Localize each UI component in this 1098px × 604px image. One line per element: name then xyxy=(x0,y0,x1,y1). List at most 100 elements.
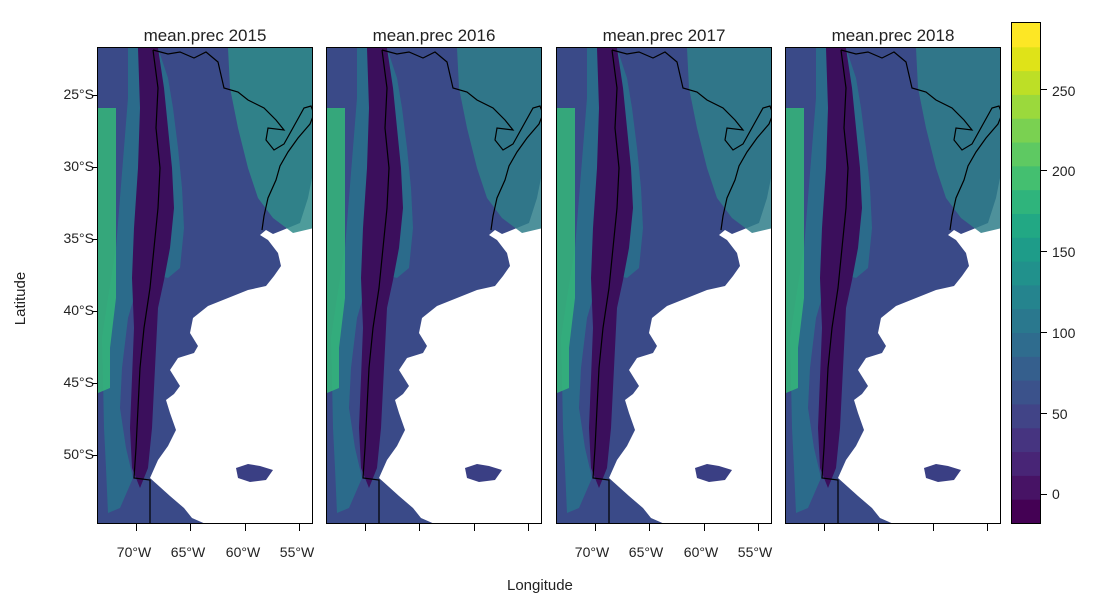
colorbar-band xyxy=(1012,332,1040,357)
colorbar-tick xyxy=(1041,332,1047,333)
colorbar-band xyxy=(1012,380,1040,405)
map-2015 xyxy=(98,48,312,523)
lat-tick-mark xyxy=(92,95,98,96)
lon-tick-65w: 65°W xyxy=(628,544,664,560)
colorbar-band xyxy=(1012,284,1040,310)
falkland-islands xyxy=(236,464,273,482)
map-panel-2018 xyxy=(785,47,1001,524)
lat-tick-40s: 40°S xyxy=(63,302,94,318)
map-2018 xyxy=(786,48,1000,523)
colorbar-band xyxy=(1012,46,1040,72)
lon-tick-mark xyxy=(190,524,191,531)
lat-tick-30s: 30°S xyxy=(63,158,94,174)
colorbar-band xyxy=(1012,189,1040,214)
colorbar-band xyxy=(1012,427,1040,453)
colorbar-band xyxy=(1012,94,1040,119)
colorbar-band xyxy=(1012,118,1040,143)
lat-tick-45s: 45°S xyxy=(63,374,94,390)
chile-coast-wet-region xyxy=(786,108,804,393)
lon-tick-mark xyxy=(595,524,596,531)
northeast-wet-region xyxy=(916,48,1000,233)
colorbar-tick xyxy=(1041,494,1047,495)
northeast-wet-region xyxy=(228,48,312,233)
lon-tick-mark xyxy=(245,524,246,531)
lat-tick-mark xyxy=(92,383,98,384)
colorbar-label-250: 250 xyxy=(1052,83,1076,99)
lon-tick-70w: 70°W xyxy=(574,544,610,560)
country-borders xyxy=(592,49,771,523)
chile-coast-wet-region xyxy=(327,108,345,393)
colorbar-band xyxy=(1012,451,1040,476)
colorbar-tick xyxy=(1041,251,1047,252)
colorbar-band xyxy=(1012,70,1040,95)
panel-title-2018: mean.prec 2018 xyxy=(831,26,955,45)
lon-tick-mark xyxy=(419,524,420,531)
lon-tick-65w: 65°W xyxy=(170,544,206,560)
colorbar-label-150: 150 xyxy=(1052,244,1076,260)
northeast-wet-region xyxy=(457,48,541,233)
panel-title-2015: mean.prec 2015 xyxy=(143,26,267,45)
y-axis-label: Latitude xyxy=(12,271,30,326)
lon-tick-mark xyxy=(474,524,475,531)
chile-coast-wet-region xyxy=(557,108,575,393)
colorbar-band xyxy=(1012,23,1040,48)
colorbar-band xyxy=(1012,213,1040,238)
lon-tick-55w: 55°W xyxy=(737,544,773,560)
northeast-wet-region xyxy=(687,48,771,233)
lat-tick-35s: 35°S xyxy=(63,230,94,246)
colorbar-band xyxy=(1012,475,1040,500)
lon-tick-70w: 70°W xyxy=(116,544,152,560)
country-borders xyxy=(821,49,1000,523)
lat-tick-25s: 25°S xyxy=(63,86,94,102)
colorbar-tick xyxy=(1041,89,1047,90)
colorbar-label-200: 200 xyxy=(1052,163,1076,179)
lon-tick-60w: 60°W xyxy=(225,544,261,560)
colorbar-band xyxy=(1012,261,1040,286)
colorbar-band xyxy=(1012,403,1040,429)
map-panel-2017 xyxy=(556,47,772,524)
lon-tick-mark xyxy=(299,524,300,531)
map-panel-2016 xyxy=(326,47,542,524)
colorbar-band xyxy=(1012,356,1040,381)
colorbar-band xyxy=(1012,308,1040,334)
panel-title-2016: mean.prec 2016 xyxy=(372,26,496,45)
lon-tick-mark xyxy=(365,524,366,531)
colorbar-label-0: 0 xyxy=(1052,486,1060,502)
falkland-islands xyxy=(695,464,732,482)
lat-tick-mark xyxy=(92,311,98,312)
lon-tick-mark xyxy=(528,524,529,531)
x-axis-label: Longitude xyxy=(507,577,573,594)
lon-tick-mark xyxy=(987,524,988,531)
lon-tick-mark xyxy=(649,524,650,531)
chile-coast-wet-region xyxy=(98,108,116,393)
lon-tick-60w: 60°W xyxy=(683,544,719,560)
colorbar-bands xyxy=(1012,23,1040,524)
map-2016 xyxy=(327,48,541,523)
lon-tick-mark xyxy=(933,524,934,531)
lat-tick-mark xyxy=(92,167,98,168)
colorbar-tick xyxy=(1041,170,1047,171)
lon-tick-mark xyxy=(704,524,705,531)
colorbar-band xyxy=(1012,499,1040,524)
country-borders xyxy=(362,49,541,523)
lon-tick-mark xyxy=(758,524,759,531)
colorbar-band xyxy=(1012,237,1040,262)
panel-title-2017: mean.prec 2017 xyxy=(602,26,726,45)
colorbar-band xyxy=(1012,165,1040,191)
lon-tick-mark xyxy=(136,524,137,531)
country-borders xyxy=(133,49,312,523)
map-panel-2015 xyxy=(97,47,313,524)
lat-tick-mark xyxy=(92,455,98,456)
lat-tick-50s: 50°S xyxy=(63,446,94,462)
lon-tick-mark xyxy=(878,524,879,531)
map-2017 xyxy=(557,48,771,523)
colorbar-band xyxy=(1012,142,1040,167)
falkland-islands xyxy=(465,464,502,482)
lat-tick-mark xyxy=(92,239,98,240)
colorbar-label-50: 50 xyxy=(1052,406,1068,422)
colorbar-label-100: 100 xyxy=(1052,325,1076,341)
falkland-islands xyxy=(924,464,961,482)
lon-tick-55w: 55°W xyxy=(279,544,315,560)
lon-tick-mark xyxy=(824,524,825,531)
colorbar-tick xyxy=(1041,413,1047,414)
